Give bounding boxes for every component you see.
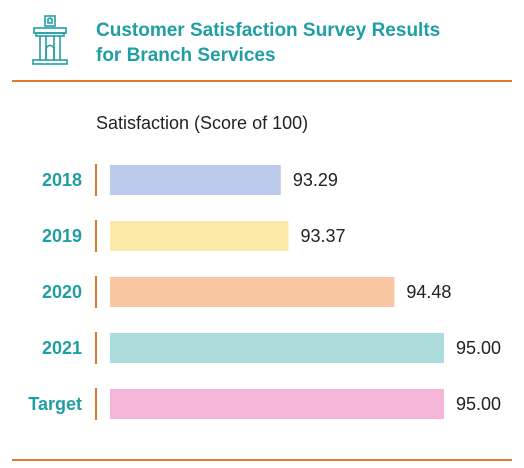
bar xyxy=(110,221,289,251)
category-label: 2019 xyxy=(42,226,82,246)
bar xyxy=(110,333,444,363)
bar xyxy=(110,277,395,307)
value-label: 95.00 xyxy=(456,394,501,414)
bar xyxy=(110,165,281,195)
category-label: 2018 xyxy=(42,170,82,190)
value-label: 93.29 xyxy=(293,170,338,190)
chart-title: Customer Satisfaction Survey Results for… xyxy=(96,18,506,68)
category-label: Target xyxy=(28,394,82,414)
value-label: 94.48 xyxy=(406,282,451,302)
title-line-1: Customer Satisfaction Survey Results xyxy=(96,20,441,41)
bottom-divider xyxy=(12,459,512,461)
category-label: 2021 xyxy=(42,338,82,358)
bar-chart: 2018 93.29 2019 93.37 2020 94.48 2021 95.00 Targ… xyxy=(28,164,501,420)
title-line-2: for Branch Services xyxy=(96,45,276,66)
bar xyxy=(110,389,444,419)
top-divider xyxy=(12,80,512,82)
value-label: 93.37 xyxy=(300,226,345,246)
category-label: 2020 xyxy=(42,282,82,302)
chart-subtitle: Satisfaction (Score of 100) xyxy=(96,113,309,133)
value-label: 95.00 xyxy=(456,338,501,358)
bank-building-icon xyxy=(32,15,68,65)
